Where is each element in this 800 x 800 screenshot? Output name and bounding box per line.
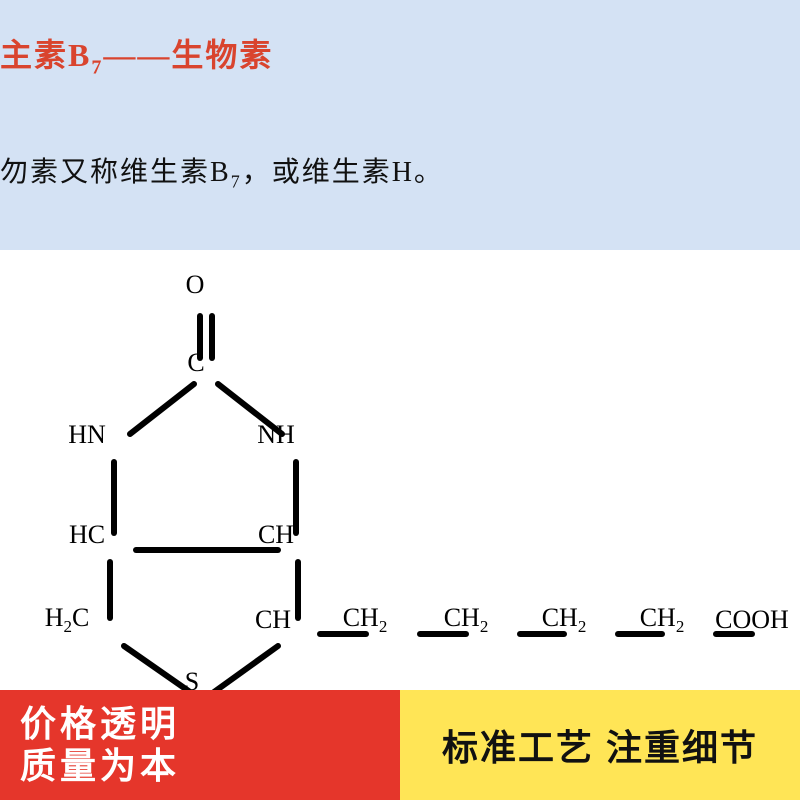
title-suffix: ——生物素 [103,37,273,73]
banner-left: 价格透明 质量为本 [0,690,400,800]
atom-label-CH2_1: CH2 [343,603,388,637]
banner-left-line1: 价格透明 [20,706,400,742]
desc-suffix: ，或维生素H。 [242,157,444,188]
slide-header-area: 主素B7——生物素 勿素又称维生素B7，或维生素H。 [0,0,800,250]
atom-label-C_top: C [187,348,204,378]
atom-label-HC_l: HC [69,520,105,550]
bond-line [130,384,194,434]
atom-label-CH2_4: CH2 [640,603,685,637]
promo-banner: 价格透明 质量为本 标准工艺 注重细节 [0,690,800,800]
atom-label-HN_l: HN [68,420,106,450]
slide-root: 主素B7——生物素 勿素又称维生素B7，或维生素H。 OCHNNHHCCHH2C… [0,0,800,800]
banner-right-text: 标准工艺 注重细节 [442,719,758,771]
atom-label-H2C_l: H2C [45,603,90,637]
atom-label-CH_r: CH [258,520,294,550]
banner-right: 标准工艺 注重细节 [400,690,800,800]
atom-label-NH_r: NH [257,420,295,450]
atom-label-CH_br: CH [255,605,291,635]
atom-label-CH2_2: CH2 [444,603,489,637]
slide-description: 勿素又称维生素B7，或维生素H。 [0,150,444,193]
title-prefix: 主素B [0,37,91,73]
bond-line [124,646,190,690]
atom-label-CH2_3: CH2 [542,603,587,637]
title-sub: 7 [91,56,103,78]
bond-line [214,646,278,690]
desc-sub: 7 [231,172,242,192]
desc-prefix: 勿素又称维生素B [0,157,231,188]
chemical-structure-area: OCHNNHHCCHH2CCHSCH2CH2CH2CH2COOH [0,250,800,690]
slide-title: 主素B7——生物素 [0,30,273,79]
atom-label-O_top: O [186,270,205,300]
banner-left-line2: 质量为本 [20,748,400,784]
atom-label-COOH: COOH [715,605,789,635]
